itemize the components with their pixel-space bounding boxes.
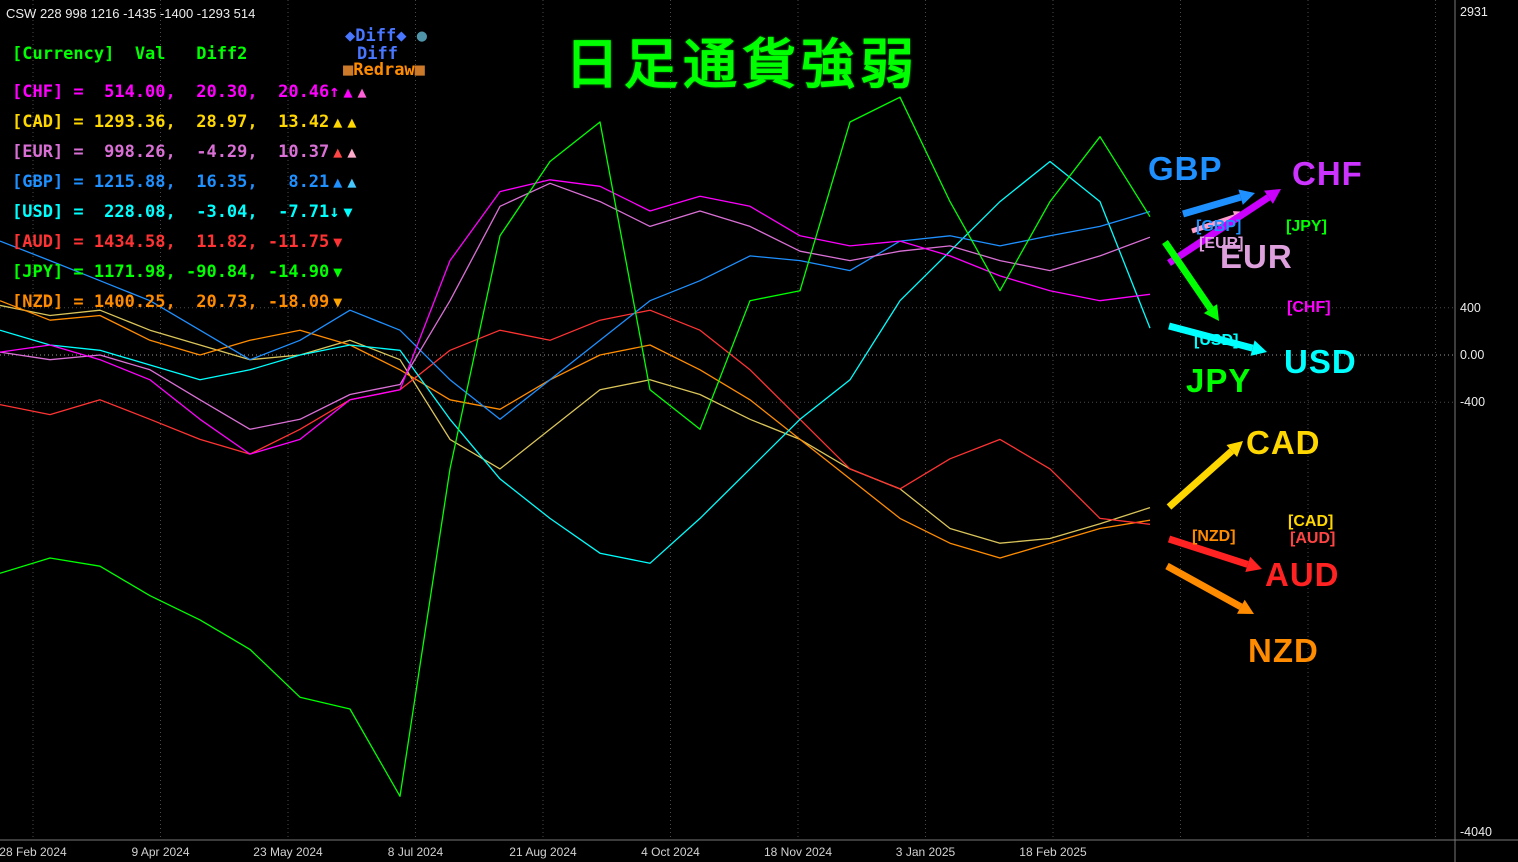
- nzd-arrow: [1165, 562, 1243, 610]
- legend-row-text: [AUD] = 1434.58, 11.82, -11.75: [12, 232, 330, 252]
- gbp-arrow: [1182, 193, 1242, 218]
- up-triangle-icon: ▲: [347, 143, 358, 161]
- diamond-icon: ◆: [396, 26, 407, 46]
- legend-diff-header: ◆Diff◆ ●: [345, 28, 427, 45]
- legend-row-nzd: [NZD] = 1400.25, 20.73, -18.09 ▼: [12, 294, 343, 311]
- legend-diff-top-label: Diff: [355, 26, 397, 46]
- up-triangle-icon: ▲: [357, 83, 368, 101]
- up-triangle-icon: ▲: [347, 173, 358, 191]
- down-triangle-icon: ▼: [343, 203, 354, 221]
- aud-arrow-head: [1245, 556, 1262, 572]
- jpy-arrow: [1162, 240, 1214, 311]
- series-line-chf: [0, 179, 1151, 455]
- square-icon: ■: [414, 60, 425, 80]
- series-line-gbp: [0, 210, 1151, 420]
- cad-arrow-head: [1226, 441, 1243, 457]
- chf-arrow: [1167, 194, 1271, 266]
- up-triangle-icon: ▲: [343, 83, 354, 101]
- legend-row-text: [CAD] = 1293.36, 28.97, 13.42: [12, 112, 330, 132]
- indicator-legend: ◆Diff◆ ● [Currency] Val Diff2 Diff ■Redraw■…: [12, 28, 492, 318]
- legend-row-text: [EUR] = 998.26, -4.29, 10.37: [12, 142, 330, 162]
- legend-row-eur: [EUR] = 998.26, -4.29, 10.37 ▲ ▲: [12, 144, 357, 161]
- legend-row-usd: [USD] = 228.08, -3.04, -7.71↓ ▼: [12, 204, 354, 221]
- series-line-aud: [0, 309, 1151, 525]
- legend-columns-header: [Currency] Val Diff2: [12, 44, 248, 64]
- up-triangle-icon: ▲: [333, 143, 344, 161]
- legend-redraw-control[interactable]: ■Redraw■: [343, 62, 425, 79]
- square-icon: ■: [343, 60, 354, 80]
- legend-row-text: [GBP] = 1215.88, 16.35, 8.21: [12, 172, 330, 192]
- jpy-arrow-head: [1203, 304, 1219, 321]
- diamond-icon: ◆: [345, 26, 356, 46]
- gbp-arrow-head: [1238, 189, 1255, 205]
- legend-row-jpy: [JPY] = 1171.98, -90.84, -14.90 ▼: [12, 264, 343, 281]
- eur-arrow: [1191, 214, 1236, 234]
- series-line-jpy: [0, 96, 1151, 797]
- aud-arrow: [1167, 535, 1249, 568]
- series-line-cad: [0, 304, 1151, 544]
- dot-icon: ●: [406, 26, 427, 46]
- legend-row-text: [JPY] = 1171.98, -90.84, -14.90: [12, 262, 330, 282]
- legend-row-text: [USD] = 228.08, -3.04, -7.71↓: [12, 202, 340, 222]
- legend-row-gbp: [GBP] = 1215.88, 16.35, 8.21 ▲ ▲: [12, 174, 357, 191]
- nzd-arrow-head: [1237, 599, 1254, 614]
- up-triangle-icon: ▲: [347, 113, 358, 131]
- legend-redraw-label: Redraw: [353, 60, 415, 80]
- legend-row-chf: [CHF] = 514.00, 20.30, 20.46↑ ▲ ▲: [12, 84, 368, 101]
- cad-arrow: [1166, 448, 1235, 510]
- usd-arrow: [1168, 322, 1254, 352]
- chf-arrow-head: [1264, 189, 1281, 204]
- series-line-eur: [0, 182, 1151, 430]
- legend-row-aud: [AUD] = 1434.58, 11.82, -11.75 ▼: [12, 234, 343, 251]
- down-triangle-icon: ▼: [333, 293, 344, 311]
- up-triangle-icon: ▲: [333, 173, 344, 191]
- legend-row-text: [CHF] = 514.00, 20.30, 20.46↑: [12, 82, 340, 102]
- up-triangle-icon: ▲: [333, 113, 344, 131]
- down-triangle-icon: ▼: [333, 263, 344, 281]
- chart-title-bar: CSW 228 998 1216 -1435 -1400 -1293 514: [6, 6, 256, 21]
- legend-diff-column-label: Diff: [357, 44, 398, 64]
- legend-row-cad: [CAD] = 1293.36, 28.97, 13.42 ▲ ▲: [12, 114, 357, 131]
- series-line-usd: [0, 160, 1151, 564]
- legend-row-text: [NZD] = 1400.25, 20.73, -18.09: [12, 292, 330, 312]
- chart-main-title: 日足通貨強弱: [565, 33, 919, 96]
- series-line-nzd: [0, 300, 1151, 559]
- usd-arrow-head: [1250, 340, 1267, 356]
- down-triangle-icon: ▼: [333, 233, 344, 251]
